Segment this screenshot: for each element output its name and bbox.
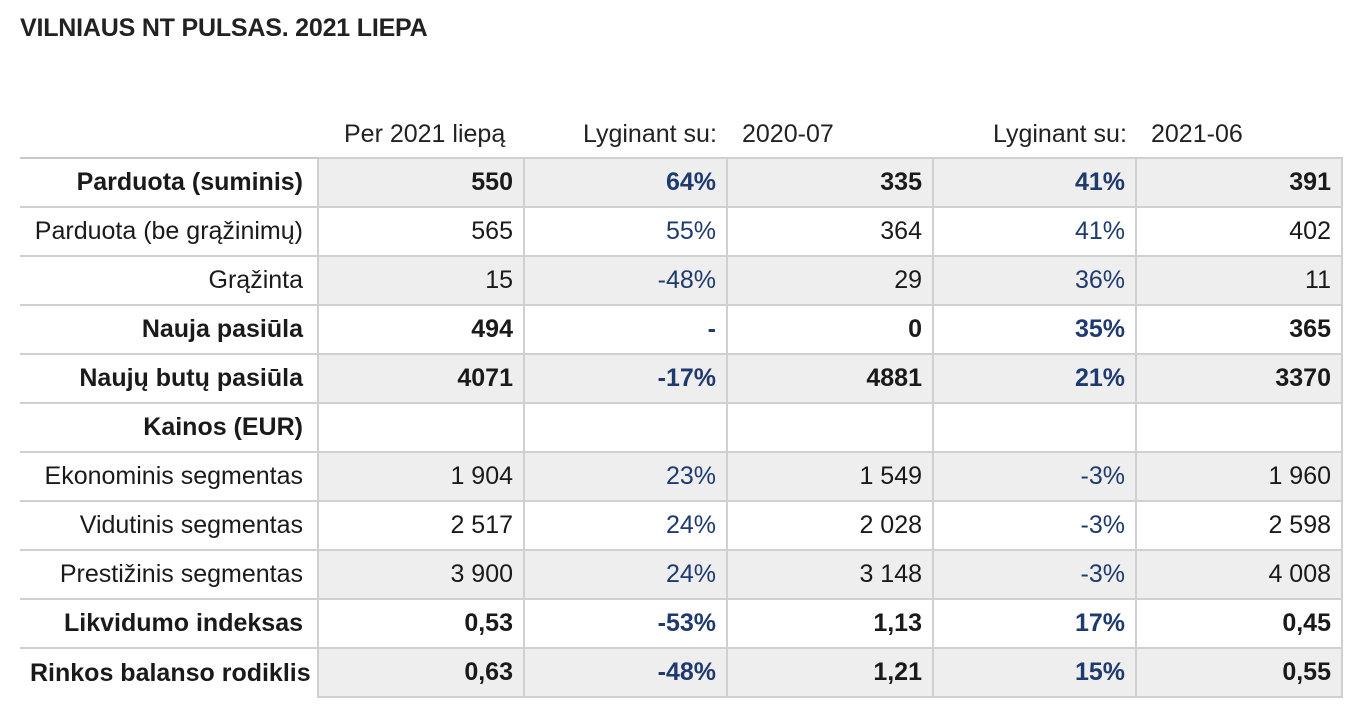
table-row: Likvidumo indeksas 0,53 -53% 1,13 17% 0,…: [20, 598, 1343, 649]
row-label: Kainos (EUR): [20, 402, 318, 452]
table-row: Ekonominis segmentas 1 904 23% 1 549 -3%…: [20, 451, 1343, 502]
value-cell: 365: [1135, 304, 1343, 355]
value-cell: 0,53: [317, 598, 525, 649]
value-cell: 3 148: [726, 549, 934, 600]
value-cell: 402: [1135, 206, 1343, 257]
value-cell: 550: [317, 157, 525, 208]
value-cell: 0: [726, 304, 934, 355]
table-row: Parduota (suminis) 550 64% 335 41% 391: [20, 157, 1343, 208]
percent-cell: 41%: [932, 157, 1137, 208]
value-cell: 2 598: [1135, 500, 1343, 551]
stats-table: Parduota (suminis) 550 64% 335 41% 391 P…: [20, 157, 1343, 698]
row-label: Grąžinta: [20, 255, 318, 305]
value-cell: 4 008: [1135, 549, 1343, 600]
percent-cell: 15%: [932, 647, 1137, 698]
percent-cell: -3%: [932, 549, 1137, 600]
value-cell: 1,13: [726, 598, 934, 649]
header-period: Per 2021 liepą: [344, 120, 506, 148]
value-cell: 29: [726, 255, 934, 306]
table-row: Vidutinis segmentas 2 517 24% 2 028 -3% …: [20, 500, 1343, 551]
value-cell: 391: [1135, 157, 1343, 208]
value-cell: 565: [317, 206, 525, 257]
table-row: Naujų butų pasiūla 4071 -17% 4881 21% 33…: [20, 353, 1343, 404]
percent-cell: [523, 402, 728, 453]
row-label: Rinkos balanso rodiklis: [20, 647, 318, 697]
row-label: Naujų butų pasiūla: [20, 353, 318, 403]
percent-cell: 55%: [523, 206, 728, 257]
table-row: Parduota (be grąžinimų) 565 55% 364 41% …: [20, 206, 1343, 257]
row-label: Ekonominis segmentas: [20, 451, 318, 501]
row-label: Nauja pasiūla: [20, 304, 318, 354]
percent-cell: -48%: [523, 255, 728, 306]
value-cell: 0,63: [317, 647, 525, 698]
value-cell: 1 549: [726, 451, 934, 502]
value-cell: 335: [726, 157, 934, 208]
value-cell: 2 517: [317, 500, 525, 551]
percent-cell: [932, 402, 1137, 453]
percent-cell: 21%: [932, 353, 1137, 404]
row-label: Parduota (be grąžinimų): [20, 206, 318, 256]
percent-cell: 24%: [523, 549, 728, 600]
percent-cell: -48%: [523, 647, 728, 698]
percent-cell: 64%: [523, 157, 728, 208]
value-cell: 3370: [1135, 353, 1343, 404]
percent-cell: -3%: [932, 500, 1137, 551]
value-cell: 3 900: [317, 549, 525, 600]
value-cell: [317, 402, 525, 453]
table-row: Prestižinis segmentas 3 900 24% 3 148 -3…: [20, 549, 1343, 600]
percent-cell: -17%: [523, 353, 728, 404]
value-cell: 11: [1135, 255, 1343, 306]
header-compare2-date: 2021-06: [1151, 120, 1243, 148]
percent-cell: 35%: [932, 304, 1137, 355]
row-label: Prestižinis segmentas: [20, 549, 318, 599]
table-row: Grąžinta 15 -48% 29 36% 11: [20, 255, 1343, 306]
value-cell: 2 028: [726, 500, 934, 551]
value-cell: 494: [317, 304, 525, 355]
value-cell: 364: [726, 206, 934, 257]
value-cell: 1,21: [726, 647, 934, 698]
table-row: Rinkos balanso rodiklis 0,63 -48% 1,21 1…: [20, 647, 1343, 698]
percent-cell: 23%: [523, 451, 728, 502]
header-compare2-label: Lyginant su:: [993, 120, 1127, 148]
value-cell: 4071: [317, 353, 525, 404]
value-cell: 1 904: [317, 451, 525, 502]
percent-cell: -: [523, 304, 728, 355]
table-row: Nauja pasiūla 494 - 0 35% 365: [20, 304, 1343, 355]
percent-cell: 17%: [932, 598, 1137, 649]
percent-cell: -53%: [523, 598, 728, 649]
percent-cell: -3%: [932, 451, 1137, 502]
header-compare1-label: Lyginant su:: [583, 120, 717, 148]
percent-cell: 36%: [932, 255, 1137, 306]
row-label: Parduota (suminis): [20, 157, 318, 207]
value-cell: 0,45: [1135, 598, 1343, 649]
header-compare1-date: 2020-07: [742, 120, 834, 148]
percent-cell: 24%: [523, 500, 728, 551]
value-cell: [1135, 402, 1343, 453]
table-row: Kainos (EUR): [20, 402, 1343, 453]
value-cell: 0,55: [1135, 647, 1343, 698]
row-label: Likvidumo indeksas: [20, 598, 318, 648]
percent-cell: 41%: [932, 206, 1137, 257]
row-label: Vidutinis segmentas: [20, 500, 318, 550]
value-cell: 4881: [726, 353, 934, 404]
page-title: VILNIAUS NT PULSAS. 2021 LIEPA: [20, 14, 428, 42]
value-cell: 15: [317, 255, 525, 306]
value-cell: 1 960: [1135, 451, 1343, 502]
value-cell: [726, 402, 934, 453]
